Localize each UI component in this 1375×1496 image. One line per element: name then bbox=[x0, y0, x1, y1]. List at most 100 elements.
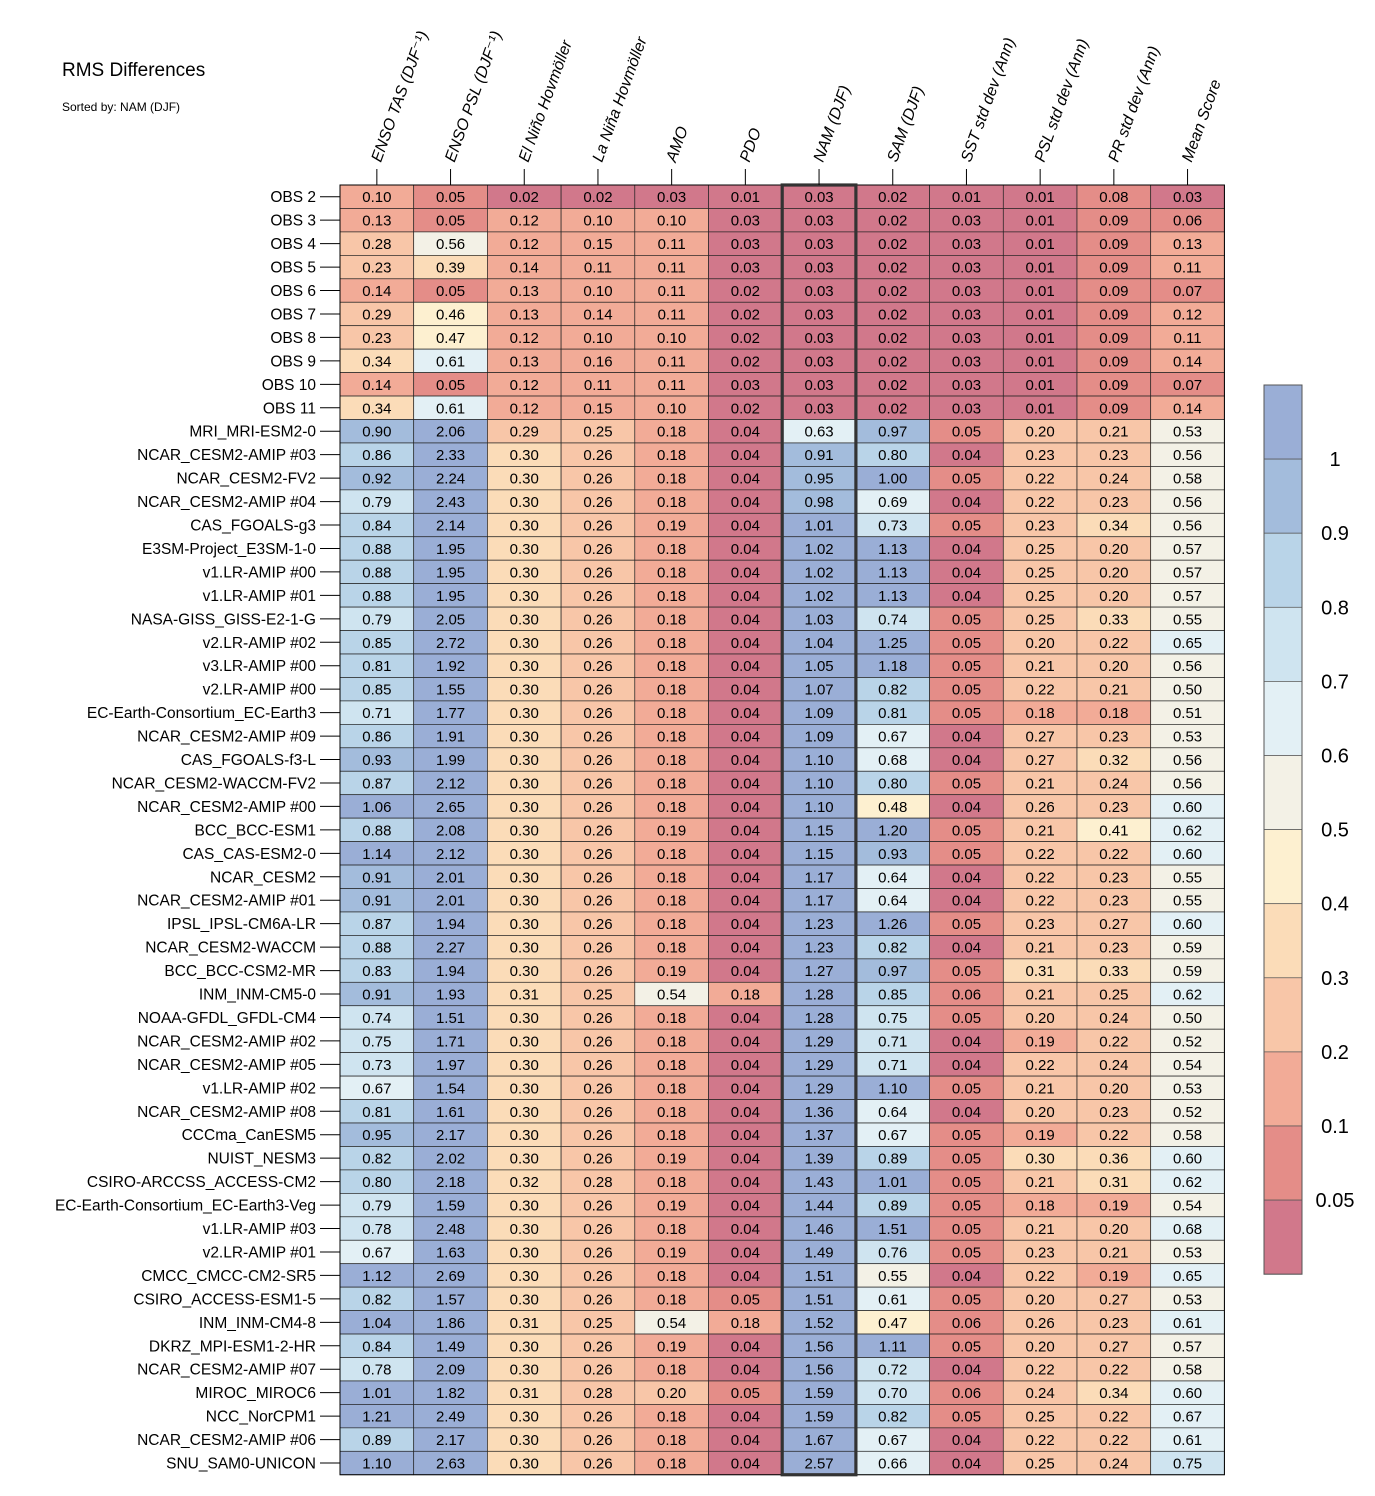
cell-value-label: 0.22 bbox=[1026, 1057, 1055, 1074]
colorbar-tick-label: 0.5 bbox=[1321, 820, 1349, 842]
cell-value-label: 0.04 bbox=[952, 893, 981, 910]
cell-value-label: 0.58 bbox=[1173, 1127, 1202, 1144]
cell-value-label: 0.03 bbox=[804, 236, 833, 253]
column-label: La Niña Hovmöller bbox=[590, 34, 651, 164]
cell-value-label: 0.30 bbox=[1026, 1151, 1055, 1168]
cell-value-label: 0.18 bbox=[731, 987, 760, 1004]
cell-value-label: 0.56 bbox=[1173, 752, 1202, 769]
cell-value-label: 1.94 bbox=[436, 963, 465, 980]
cell-value-label: 0.75 bbox=[362, 1033, 391, 1050]
cell-value-label: 0.04 bbox=[731, 1456, 760, 1473]
cell-value-label: 0.60 bbox=[1173, 1151, 1202, 1168]
row-label: OBS 9 bbox=[270, 353, 316, 370]
cell-value-label: 2.27 bbox=[436, 940, 465, 957]
cell-value-label: 1.15 bbox=[804, 822, 833, 839]
cell-value-label: 0.04 bbox=[731, 682, 760, 699]
cell-value-label: 1.49 bbox=[804, 1244, 833, 1261]
cell-value-label: 0.18 bbox=[657, 1127, 686, 1144]
cell-value-label: 1.29 bbox=[804, 1033, 833, 1050]
cell-value-label: 0.10 bbox=[657, 400, 686, 417]
cell-value-label: 0.14 bbox=[1173, 400, 1202, 417]
cell-value-label: 0.04 bbox=[731, 963, 760, 980]
cell-value-label: 0.12 bbox=[510, 236, 539, 253]
cell-value-label: 0.18 bbox=[657, 705, 686, 722]
cell-value-label: 2.08 bbox=[436, 822, 465, 839]
row-label: NCAR_CESM2-FV2 bbox=[176, 471, 316, 488]
row-label: NCAR_CESM2-WACCM bbox=[145, 940, 316, 957]
cell-value-label: 0.89 bbox=[878, 1198, 907, 1215]
cell-value-label: 0.04 bbox=[731, 822, 760, 839]
cell-value-label: 0.07 bbox=[1173, 377, 1202, 394]
row-label: v1.LR-AMIP #00 bbox=[203, 564, 317, 581]
cell-value-label: 0.28 bbox=[583, 1174, 612, 1191]
row-label: OBS 5 bbox=[270, 260, 316, 277]
cell-value-label: 0.02 bbox=[878, 400, 907, 417]
colorbar-tick-label: 0.05 bbox=[1316, 1190, 1355, 1212]
cell-value-label: 1.14 bbox=[362, 846, 391, 863]
row-label: SNU_SAM0-UNICON bbox=[166, 1456, 316, 1473]
cell-value-label: 0.03 bbox=[657, 189, 686, 206]
cell-value-label: 0.19 bbox=[1099, 1268, 1128, 1285]
column-label: Mean Score bbox=[1179, 77, 1225, 164]
cell-value-label: 1.61 bbox=[436, 1104, 465, 1121]
cell-value-label: 0.50 bbox=[1173, 682, 1202, 699]
cell-value-label: 0.19 bbox=[1026, 1033, 1055, 1050]
cell-value-label: 1.55 bbox=[436, 682, 465, 699]
cell-value-label: 0.04 bbox=[731, 588, 760, 605]
cell-value-label: 0.24 bbox=[1026, 1385, 1055, 1402]
cell-value-label: 0.19 bbox=[657, 963, 686, 980]
cell-value-label: 0.18 bbox=[657, 940, 686, 957]
cell-value-label: 0.26 bbox=[583, 1432, 612, 1449]
cell-value-label: 0.31 bbox=[510, 1315, 539, 1332]
cell-value-label: 0.68 bbox=[1173, 1221, 1202, 1238]
column-label: AMO bbox=[663, 124, 692, 165]
row-label: BCC_BCC-CSM2-MR bbox=[164, 963, 316, 980]
cell-value-label: 0.56 bbox=[1173, 775, 1202, 792]
cell-value-label: 0.71 bbox=[878, 1033, 907, 1050]
cell-value-label: 0.04 bbox=[731, 775, 760, 792]
cell-value-label: 0.71 bbox=[362, 705, 391, 722]
cell-value-label: 0.10 bbox=[657, 330, 686, 347]
cell-value-label: 0.01 bbox=[731, 189, 760, 206]
cell-value-label: 0.11 bbox=[658, 236, 686, 253]
cell-value-label: 0.18 bbox=[657, 1174, 686, 1191]
cell-value-label: 1.18 bbox=[878, 658, 907, 675]
cell-value-label: 0.13 bbox=[510, 283, 539, 300]
cell-value-label: 0.26 bbox=[583, 1244, 612, 1261]
cell-value-label: 0.05 bbox=[952, 658, 981, 675]
cell-value-label: 0.55 bbox=[1173, 893, 1202, 910]
cell-value-label: 0.03 bbox=[731, 236, 760, 253]
cell-value-label: 0.61 bbox=[436, 400, 465, 417]
cell-value-label: 0.30 bbox=[510, 1080, 539, 1097]
cell-value-label: 0.03 bbox=[952, 236, 981, 253]
row-label: INM_INM-CM5-0 bbox=[199, 987, 316, 1004]
cell-value-label: 0.12 bbox=[1173, 306, 1202, 323]
cell-value-label: 0.81 bbox=[362, 1104, 391, 1121]
cell-value-label: 0.74 bbox=[362, 1010, 391, 1027]
cell-value-label: 0.04 bbox=[952, 564, 981, 581]
cell-value-label: 0.41 bbox=[1099, 822, 1128, 839]
cell-value-label: 0.82 bbox=[362, 1151, 391, 1168]
cell-value-label: 0.30 bbox=[510, 705, 539, 722]
cell-value-label: 0.04 bbox=[731, 729, 760, 746]
cell-value-label: 0.18 bbox=[657, 424, 686, 441]
cell-value-label: 2.69 bbox=[436, 1268, 465, 1285]
cell-value-label: 1.95 bbox=[436, 588, 465, 605]
cell-value-label: 0.19 bbox=[657, 1151, 686, 1168]
cell-value-label: 0.22 bbox=[1026, 893, 1055, 910]
cell-value-label: 0.05 bbox=[436, 189, 465, 206]
cell-value-label: 0.02 bbox=[878, 189, 907, 206]
cell-value-label: 0.80 bbox=[878, 447, 907, 464]
cell-value-label: 1.02 bbox=[804, 588, 833, 605]
cell-value-label: 0.05 bbox=[436, 283, 465, 300]
cell-value-label: 0.18 bbox=[1099, 705, 1128, 722]
cell-value-label: 0.60 bbox=[1173, 916, 1202, 933]
cell-value-label: 0.13 bbox=[1173, 236, 1202, 253]
cell-value-label: 1.46 bbox=[804, 1221, 833, 1238]
cell-value-label: 0.26 bbox=[583, 893, 612, 910]
cell-value-label: 0.86 bbox=[362, 729, 391, 746]
cell-value-label: 0.02 bbox=[878, 283, 907, 300]
cell-value-label: 0.24 bbox=[1099, 1010, 1128, 1027]
cell-value-label: 0.12 bbox=[510, 400, 539, 417]
row-label: v2.LR-AMIP #01 bbox=[203, 1244, 316, 1261]
